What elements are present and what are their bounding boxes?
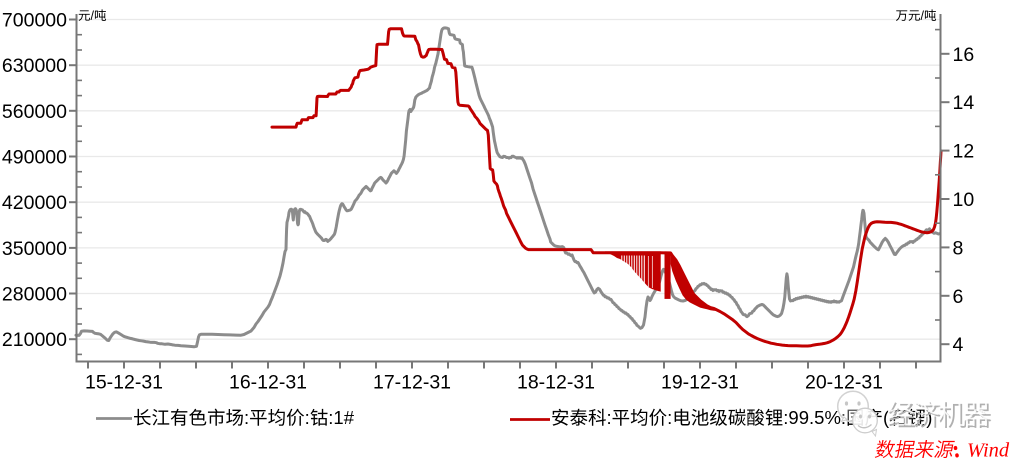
svg-text:Wind: Wind — [967, 440, 1010, 462]
svg-text::: : — [305, 407, 310, 428]
svg-text:630000: 630000 — [2, 55, 67, 77]
svg-text::1#: :1# — [328, 407, 354, 428]
svg-text:(: ( — [883, 407, 890, 428]
svg-text:): ) — [926, 407, 932, 428]
svg-text:280000: 280000 — [2, 284, 67, 306]
svg-text:350000: 350000 — [2, 238, 67, 260]
svg-text:16: 16 — [953, 44, 975, 66]
svg-text:8: 8 — [953, 237, 964, 259]
svg-text:17-12-31: 17-12-31 — [373, 372, 451, 394]
svg-text:20-12-31: 20-12-31 — [805, 372, 883, 394]
svg-text:16-12-31: 16-12-31 — [229, 372, 307, 394]
svg-text::99.5%:: :99.5%: — [783, 407, 846, 428]
svg-text:420000: 420000 — [2, 192, 67, 214]
svg-text:6: 6 — [953, 286, 964, 308]
svg-text:18-12-31: 18-12-31 — [517, 372, 595, 394]
svg-text::: : — [667, 407, 672, 428]
svg-text:12: 12 — [953, 141, 975, 163]
svg-text:14: 14 — [953, 92, 975, 114]
svg-text:4: 4 — [953, 334, 964, 356]
svg-text:15-12-31: 15-12-31 — [85, 372, 163, 394]
svg-text:/: / — [91, 9, 95, 23]
svg-text:490000: 490000 — [2, 147, 67, 169]
svg-text:19-12-31: 19-12-31 — [661, 372, 739, 394]
svg-text:560000: 560000 — [2, 101, 67, 123]
svg-text:210000: 210000 — [2, 329, 67, 351]
svg-text::: : — [607, 407, 612, 428]
svg-text::: : — [244, 407, 249, 428]
svg-text:10: 10 — [953, 189, 975, 211]
svg-text:/: / — [921, 9, 925, 23]
svg-text:700000: 700000 — [2, 10, 67, 32]
